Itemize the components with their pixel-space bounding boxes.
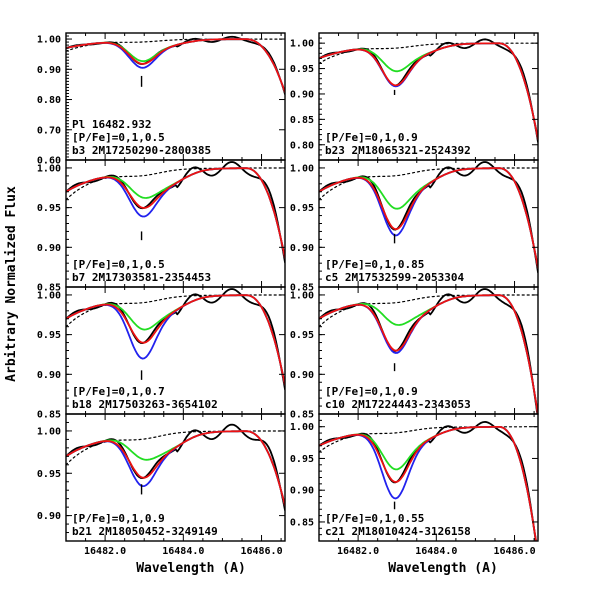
panel-5: 0.80 0.85 0.90 0.95 1.00 b23 2M18065321-25243… — [290, 32, 539, 161]
y-tick-label: 1.00 — [290, 422, 314, 433]
y-tick-label: 0.85 — [37, 410, 61, 421]
y-tick-label: 0.95 — [290, 454, 314, 465]
y-tick-label: 0.70 — [37, 125, 61, 136]
y-tick-label: 0.90 — [37, 511, 61, 522]
series-p1-line — [66, 38, 285, 94]
star-id-label: b18 2M17503263-3654102 — [72, 398, 218, 411]
panel-7: 0.85 0.90 0.95 1.00 c10 2M17224443-2343053[P… — [290, 286, 539, 421]
y-tick-label: 0.95 — [290, 203, 314, 214]
panel-1-series — [66, 35, 285, 95]
y-tick-label: 1.00 — [37, 290, 61, 301]
x-axis-label-right: Wavelength (A) — [388, 561, 498, 576]
y-tick-label: 0.60 — [37, 156, 61, 167]
star-id-label: c10 2M17224443-2343053 — [325, 398, 471, 411]
y-tick-label: 1.00 — [290, 290, 314, 301]
x-tick-label: 16486.0 — [493, 546, 535, 557]
panels-group: 0.60 0.70 0.80 0.90 1.00 b3 2M17250290-280038… — [37, 32, 539, 557]
series-observed-line — [66, 161, 285, 264]
x-tick-label: 16482.0 — [84, 546, 126, 557]
panel-7-series — [319, 288, 538, 414]
series-p2-line — [319, 426, 537, 541]
panel-frame — [65, 413, 286, 542]
y-tick-label: 0.95 — [290, 330, 314, 341]
series-p2-line — [66, 167, 285, 259]
y-tick-label: 0.90 — [37, 243, 61, 254]
panel-5-series — [319, 38, 538, 143]
y-tick-label: 0.95 — [290, 64, 314, 75]
y-tick-label: 0.80 — [37, 95, 61, 106]
x-axis-label-left: Wavelength (A) — [136, 561, 246, 576]
y-tick-label: 0.90 — [290, 243, 314, 254]
series-p2-line — [66, 430, 285, 507]
panel-3: 0.85 0.90 0.95 1.00 b18 2M17503263-3654102[P… — [37, 286, 286, 421]
y-tick-label: 0.90 — [37, 65, 61, 76]
x-tick-label: 16484.0 — [162, 546, 204, 557]
panel-2: 0.85 0.90 0.95 1.00 b7 2M17303581-2354453[P/… — [37, 159, 286, 294]
panel-4-series — [66, 423, 285, 512]
feature-label: Pl 16482.932 — [72, 118, 151, 131]
y-tick-label: 0.85 — [290, 115, 314, 126]
series-p2-line — [319, 294, 538, 414]
y-axis-label: Arbitrary Normalized Flux — [4, 186, 19, 382]
pfe-label: [P/Fe]=0,1,0.5 — [72, 258, 165, 271]
panel-8-series — [319, 421, 538, 541]
y-tick-label: 0.85 — [290, 283, 314, 294]
pfe-label: [P/Fe]=0,1,0.5 — [72, 131, 165, 144]
series-p1-line — [66, 294, 285, 386]
series-p2-line — [319, 167, 538, 269]
y-tick-label: 0.90 — [290, 486, 314, 497]
panel-2-series — [66, 161, 285, 264]
y-tick-label: 0.95 — [37, 469, 61, 480]
pfe-label: [P/Fe]=0,1,0.9 — [325, 131, 418, 144]
series-p2-line — [66, 38, 285, 94]
y-tick-label: 0.95 — [37, 203, 61, 214]
series-p1-line — [319, 42, 538, 141]
star-id-label: c5 2M17532599-2053304 — [325, 271, 464, 284]
y-tick-label: 0.85 — [37, 283, 61, 294]
series-p0-line — [66, 294, 285, 386]
panel-1: 0.60 0.70 0.80 0.90 1.00 b3 2M17250290-280038… — [37, 32, 286, 167]
pfe-label: [P/Fe]=0,1,0.55 — [325, 512, 424, 525]
series-p0-line — [319, 42, 538, 141]
pfe-label: [P/Fe]=0,1,0.85 — [325, 258, 424, 271]
panel-6-series — [319, 161, 538, 274]
series-p0-line — [66, 38, 285, 94]
y-tick-label: 0.80 — [290, 140, 314, 151]
series-p2-line — [66, 294, 285, 386]
star-id-label: b23 2M18065321-2524392 — [325, 144, 471, 157]
series-observed-line — [66, 288, 285, 391]
x-tick-label: 16482.0 — [337, 546, 379, 557]
star-id-label: c21 2M18010424-3126158 — [325, 525, 471, 538]
x-tick-label: 16484.0 — [415, 546, 457, 557]
star-id-label: b7 2M17303581-2354453 — [72, 271, 211, 284]
star-id-label: b21 2M18050452-3249149 — [72, 525, 218, 538]
y-tick-label: 1.00 — [37, 35, 61, 46]
panel-6: 0.85 0.90 0.95 1.00 c5 2M17532599-2053304[P/… — [290, 159, 539, 294]
pfe-label: [P/Fe]=0,1,0.9 — [325, 385, 418, 398]
y-tick-label: 0.90 — [290, 89, 314, 100]
series-observed-line — [66, 423, 285, 512]
panel-8: 0.85 0.90 0.95 1.00 16482.0 16484.0 16486.0 c21… — [290, 413, 539, 557]
star-id-label: b3 2M17250290-2800385 — [72, 144, 211, 157]
panel-4: 0.90 0.95 1.00 16482.0 16484.0 16486.0 b21 2M1… — [37, 413, 286, 557]
panel-3-series — [66, 288, 285, 391]
pfe-label: [P/Fe]=0,1,0.7 — [72, 385, 165, 398]
y-tick-label: 1.00 — [290, 163, 314, 174]
y-tick-label: 1.00 — [290, 39, 314, 50]
y-tick-label: 0.85 — [290, 517, 314, 528]
y-tick-label: 1.00 — [37, 426, 61, 437]
y-tick-label: 0.90 — [290, 370, 314, 381]
y-tick-label: 0.90 — [37, 370, 61, 381]
series-p0-line — [66, 167, 285, 259]
pfe-label: [P/Fe]=0,1,0.9 — [72, 512, 165, 525]
y-tick-label: 1.00 — [37, 163, 61, 174]
y-tick-label: 0.85 — [290, 410, 314, 421]
y-tick-label: 0.95 — [37, 330, 61, 341]
x-tick-label: 16486.0 — [240, 546, 282, 557]
series-p2-line — [319, 42, 538, 141]
series-p1-line — [66, 167, 285, 259]
